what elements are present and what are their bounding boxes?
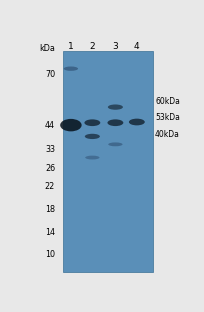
Text: 53kDa: 53kDa xyxy=(154,114,179,122)
FancyBboxPatch shape xyxy=(63,51,152,272)
Text: 4: 4 xyxy=(133,42,139,51)
Text: 40kDa: 40kDa xyxy=(154,130,179,139)
Text: 3: 3 xyxy=(112,42,118,51)
Text: 18: 18 xyxy=(45,205,55,214)
Text: 22: 22 xyxy=(44,182,55,191)
Text: 60kDa: 60kDa xyxy=(154,97,179,105)
Ellipse shape xyxy=(84,134,99,139)
Ellipse shape xyxy=(85,156,99,159)
Ellipse shape xyxy=(63,66,78,71)
Ellipse shape xyxy=(128,119,144,125)
Ellipse shape xyxy=(60,119,81,131)
Text: 2: 2 xyxy=(89,42,95,51)
Text: 33: 33 xyxy=(45,145,55,154)
Text: 14: 14 xyxy=(45,227,55,236)
Text: 44: 44 xyxy=(45,121,55,129)
Text: 10: 10 xyxy=(45,250,55,259)
Ellipse shape xyxy=(107,105,122,110)
Text: 26: 26 xyxy=(45,164,55,173)
Text: 1: 1 xyxy=(68,42,73,51)
Text: kDa: kDa xyxy=(39,44,55,53)
Ellipse shape xyxy=(107,119,123,126)
Text: 70: 70 xyxy=(45,70,55,79)
Ellipse shape xyxy=(108,142,122,146)
Ellipse shape xyxy=(84,119,100,126)
